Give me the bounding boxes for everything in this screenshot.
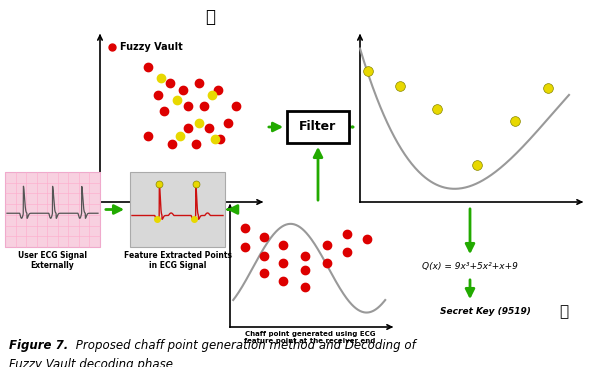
Text: Fuzzy Vault: Fuzzy Vault [120, 42, 183, 52]
Text: Proposed chaff point generation method and Decoding of: Proposed chaff point generation method a… [72, 339, 416, 352]
Text: 🗝️: 🗝️ [561, 305, 570, 320]
Text: User ECG Signal
Externally: User ECG Signal Externally [18, 251, 87, 270]
FancyBboxPatch shape [287, 111, 349, 143]
Text: 🔒: 🔒 [205, 8, 215, 26]
Text: Feature Extracted Points
in ECG Signal: Feature Extracted Points in ECG Signal [123, 251, 231, 270]
Bar [130, 172, 225, 247]
Text: Chaff point generated using ECG
feature point at the receiver end: Chaff point generated using ECG feature … [244, 331, 376, 344]
Text: Figure 7.: Figure 7. [9, 339, 68, 352]
Text: Q(x) = 9x³+5x²+x+9: Q(x) = 9x³+5x²+x+9 [422, 262, 518, 272]
Text: Secret Key (9519): Secret Key (9519) [440, 308, 531, 316]
Text: Fuzzy Vault decoding phase.: Fuzzy Vault decoding phase. [9, 358, 177, 367]
Bar [5, 172, 100, 247]
Text: Filter: Filter [300, 120, 336, 134]
